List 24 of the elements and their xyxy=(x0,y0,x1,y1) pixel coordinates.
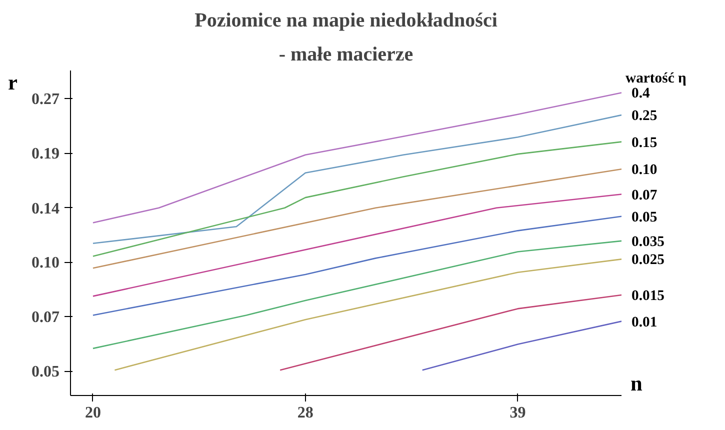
y-tick-label: 0.05 xyxy=(32,364,60,381)
y-tick-label: 0.10 xyxy=(32,254,60,272)
series-label: 0.07 xyxy=(632,187,658,204)
y-tick-label: 0.07 xyxy=(32,309,60,326)
series-label: 0.025 xyxy=(632,252,664,268)
series-label: 0.4 xyxy=(632,86,650,102)
series-label: 0.10 xyxy=(632,162,658,178)
chart-title: Poziomice na mapie niedokładności xyxy=(194,10,498,32)
x-axis-title: n xyxy=(630,372,642,396)
series-label: 0.15 xyxy=(632,134,658,151)
series-label: 0.05 xyxy=(632,209,658,226)
legend-title: wartość η xyxy=(626,70,686,86)
series-label: 0.01 xyxy=(632,314,658,330)
x-tick-label: 28 xyxy=(297,404,314,422)
y-tick-label: 0.19 xyxy=(32,146,60,163)
series-label: 0.25 xyxy=(632,108,658,124)
chart-subtitle: - małe macierze xyxy=(278,44,414,66)
series-label: 0.015 xyxy=(632,288,664,304)
y-axis-title: r xyxy=(8,70,18,94)
x-tick-label: 39 xyxy=(510,404,526,422)
series-label: 0.035 xyxy=(632,234,664,250)
y-tick-label: 0.27 xyxy=(32,91,60,108)
x-tick-label: 20 xyxy=(84,404,101,422)
y-tick-label: 0.14 xyxy=(32,200,60,218)
